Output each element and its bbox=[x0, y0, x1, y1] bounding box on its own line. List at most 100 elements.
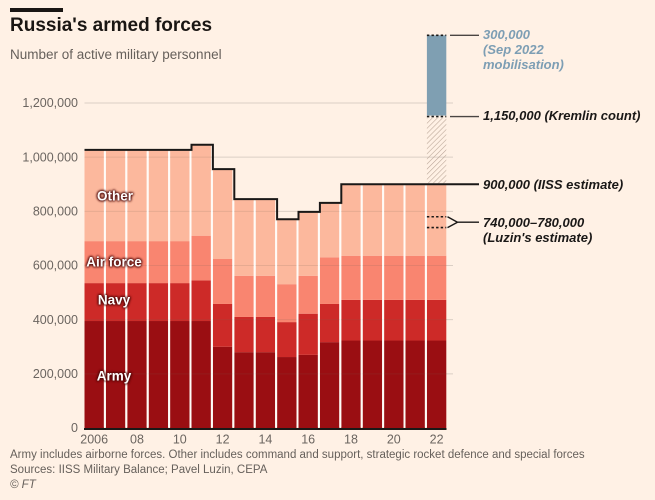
bar-segment-other-2021 bbox=[405, 184, 425, 256]
annotation-mobilisation: 300,000 (Sep 2022 mobilisation) bbox=[483, 27, 564, 72]
bar-segment-army-2019 bbox=[362, 340, 383, 428]
x-tick-label: 2006 bbox=[80, 433, 108, 447]
bar-segment-air-force-2008 bbox=[127, 241, 147, 284]
y-tick-label: 600,000 bbox=[33, 259, 78, 273]
bar-segment-navy-2019 bbox=[362, 299, 383, 341]
y-tick-label: 400,000 bbox=[33, 313, 78, 327]
bar-segment-other-2007 bbox=[105, 149, 126, 242]
x-tick-label: 16 bbox=[301, 433, 315, 447]
annotation-kremlin-count: 1,150,000 (Kremlin count) bbox=[483, 108, 641, 123]
bar-segment-air-force-2009 bbox=[148, 241, 169, 284]
series-label-air-force: Air force bbox=[86, 254, 142, 270]
bar-segment-army-2013 bbox=[234, 352, 254, 428]
bar-segment-army-2015 bbox=[277, 357, 297, 428]
series-label-army: Army bbox=[96, 368, 132, 384]
bar-segment-navy-2014 bbox=[255, 316, 276, 353]
x-tick-label: 12 bbox=[216, 433, 230, 447]
ft-credit: © FT bbox=[10, 479, 36, 491]
bar-segment-navy-2006 bbox=[84, 283, 104, 322]
bar-segment-army-2022 bbox=[426, 340, 447, 428]
bar-segment-army-2014 bbox=[255, 352, 276, 428]
bar-segment-army-2020 bbox=[384, 340, 404, 428]
bar-segment-navy-2018 bbox=[341, 299, 361, 341]
series-label-other: Other bbox=[96, 188, 134, 204]
bar-segment-army-2012 bbox=[212, 346, 233, 428]
bar-segment-other-2017 bbox=[319, 202, 340, 258]
bar-segment-army-2009 bbox=[148, 321, 169, 428]
bar-segment-air-force-2018 bbox=[341, 255, 361, 300]
y-tick-label: 200,000 bbox=[33, 367, 78, 381]
bar-segment-other-2020 bbox=[384, 184, 404, 256]
bar-segment-army-2006 bbox=[84, 321, 104, 428]
annotation-mobilisation-line1: 300,000 bbox=[483, 27, 530, 42]
bar-segment-air-force-2014 bbox=[255, 275, 276, 317]
annotation-mobilisation-line3: mobilisation) bbox=[483, 57, 564, 72]
y-tick-label: 1,200,000 bbox=[22, 96, 78, 110]
annotation-luzin-line2: (Luzin's estimate) bbox=[483, 230, 593, 245]
bar-segment-other-2010 bbox=[170, 149, 190, 242]
bar-segment-navy-2012 bbox=[212, 303, 233, 347]
bar-segment-air-force-2017 bbox=[319, 257, 340, 304]
bar-segment-other-2015 bbox=[277, 219, 297, 285]
bar-segment-navy-2009 bbox=[148, 283, 169, 322]
bar-segment-army-2017 bbox=[319, 342, 340, 428]
bar-top-outline bbox=[84, 143, 479, 221]
bar-segment-other-2016 bbox=[298, 211, 318, 276]
series-label-navy: Navy bbox=[97, 292, 131, 308]
bar-segment-other-2008 bbox=[127, 149, 147, 242]
bar-segment-other-2022 bbox=[426, 184, 447, 256]
bar-segment-army-2016 bbox=[298, 354, 318, 428]
bar-segment-other-2018 bbox=[341, 184, 361, 256]
bar-segment-navy-2007 bbox=[105, 283, 126, 322]
y-tick-label: 800,000 bbox=[33, 205, 78, 219]
title-rule bbox=[10, 8, 63, 12]
bar-segment-air-force-2016 bbox=[298, 275, 318, 314]
bar-segment-army-2011 bbox=[191, 321, 211, 428]
x-tick-label: 18 bbox=[344, 433, 358, 447]
bar-segment-navy-2021 bbox=[405, 299, 425, 341]
bar-segment-navy-2008 bbox=[127, 283, 147, 322]
bar-segment-navy-2017 bbox=[319, 303, 340, 343]
bar-segment-other-2011 bbox=[191, 144, 211, 236]
bar-segment-army-2018 bbox=[341, 340, 361, 428]
y-tick-label: 0 bbox=[71, 421, 78, 435]
chart-footnote: Army includes airborne forces. Other inc… bbox=[10, 449, 585, 461]
bar-segment-navy-2015 bbox=[277, 322, 297, 358]
bar-segment-air-force-2011 bbox=[191, 235, 211, 281]
bar-segment-air-force-2015 bbox=[277, 284, 297, 323]
bar-segment-army-2007 bbox=[105, 321, 126, 428]
annotation-luzin-estimate: 740,000–780,000 (Luzin's estimate) bbox=[483, 215, 592, 245]
x-tick-label: 22 bbox=[430, 433, 444, 447]
bar-segment-other-2014 bbox=[255, 199, 276, 276]
bar-segment-air-force-2013 bbox=[234, 275, 254, 317]
bar-segment-army-2010 bbox=[170, 321, 190, 428]
bar-segment-other-2006 bbox=[84, 149, 104, 242]
bar-segment-navy-2020 bbox=[384, 299, 404, 341]
luzin-callout-bracket bbox=[447, 216, 479, 229]
bar-segment-navy-2022 bbox=[426, 299, 447, 341]
x-tick-label: 20 bbox=[387, 433, 401, 447]
bar-segment-navy-2010 bbox=[170, 283, 190, 322]
bar-segment-other-2013 bbox=[234, 199, 254, 276]
bar-segment-air-force-2012 bbox=[212, 259, 233, 304]
bar-segment-air-force-2006 bbox=[84, 241, 104, 284]
annotation-mobilisation-line2: (Sep 2022 bbox=[483, 42, 544, 57]
x-tick-label: 10 bbox=[173, 433, 187, 447]
bar-segment-air-force-2019 bbox=[362, 255, 383, 300]
y-tick-label: 1,000,000 bbox=[22, 150, 78, 164]
x-tick-label: 14 bbox=[258, 433, 272, 447]
mobilisation-block bbox=[426, 35, 447, 116]
chart-sources: Sources: IISS Military Balance; Pavel Lu… bbox=[10, 464, 268, 476]
kremlin-hatched-block bbox=[426, 118, 447, 184]
chart-subtitle: Number of active military personnel bbox=[10, 47, 222, 62]
bar-segment-army-2021 bbox=[405, 340, 425, 428]
bar-segment-air-force-2007 bbox=[105, 241, 126, 284]
bar-segment-air-force-2020 bbox=[384, 255, 404, 300]
bar-segment-navy-2013 bbox=[234, 316, 254, 353]
bar-segment-other-2012 bbox=[212, 169, 233, 259]
bar-segment-other-2009 bbox=[148, 149, 169, 242]
bar-segment-other-2019 bbox=[362, 184, 383, 256]
annotation-iiss-estimate: 900,000 (IISS estimate) bbox=[483, 177, 624, 192]
